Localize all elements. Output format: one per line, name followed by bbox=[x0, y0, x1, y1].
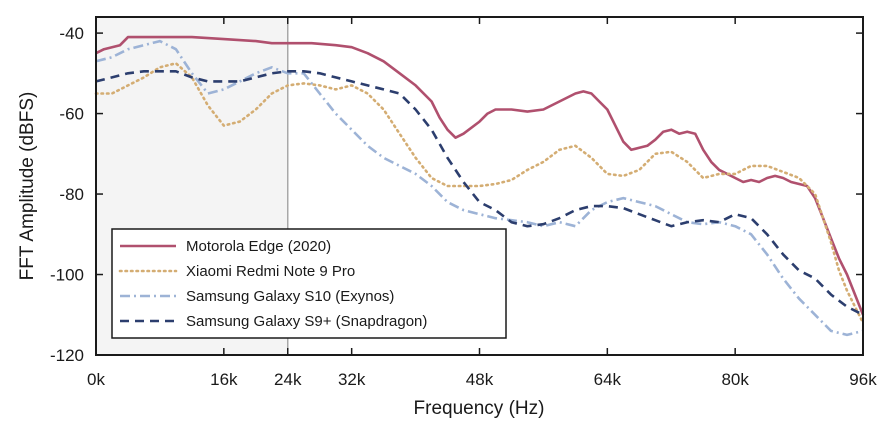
series-line-1 bbox=[94, 61, 865, 325]
y-tick-label: -120 bbox=[50, 346, 84, 365]
x-axis-title: Frequency (Hz) bbox=[414, 398, 545, 419]
x-tick-label: 80k bbox=[721, 370, 749, 389]
x-tick-label: 64k bbox=[594, 370, 622, 389]
x-tick-label: 16k bbox=[210, 370, 238, 389]
legend-label-1: Xiaomi Redmi Note 9 Pro bbox=[186, 263, 355, 280]
x-tick-label: 96k bbox=[849, 370, 877, 389]
series-line-2 bbox=[95, 39, 864, 337]
y-tick-label: -40 bbox=[59, 24, 84, 43]
y-axis-title: FFT Amplitude (dBFS) bbox=[17, 92, 38, 281]
legend-label-2: Samsung Galaxy S10 (Exynos) bbox=[186, 288, 394, 305]
x-axis: 0k 16k 24k 32k 48k 64k 80k 96k bbox=[87, 17, 877, 389]
legend: Motorola Edge (2020) Xiaomi Redmi Note 9 … bbox=[111, 228, 507, 339]
y-tick-label: -60 bbox=[59, 105, 84, 124]
series-line-0 bbox=[95, 35, 865, 316]
series-layer bbox=[94, 35, 865, 337]
x-tick-label: 48k bbox=[466, 370, 494, 389]
legend-box bbox=[111, 228, 507, 339]
x-tick-label: 0k bbox=[87, 370, 105, 389]
x-tick-label: 32k bbox=[338, 370, 366, 389]
y-tick-label: -100 bbox=[50, 266, 84, 285]
x-tick-label: 24k bbox=[274, 370, 302, 389]
legend-label-3: Samsung Galaxy S9+ (Snapdragon) bbox=[186, 313, 427, 330]
legend-label-0: Motorola Edge (2020) bbox=[186, 238, 331, 255]
y-axis: -40 -60 -80 -100 -120 bbox=[50, 24, 863, 365]
y-tick-label: -80 bbox=[59, 185, 84, 204]
